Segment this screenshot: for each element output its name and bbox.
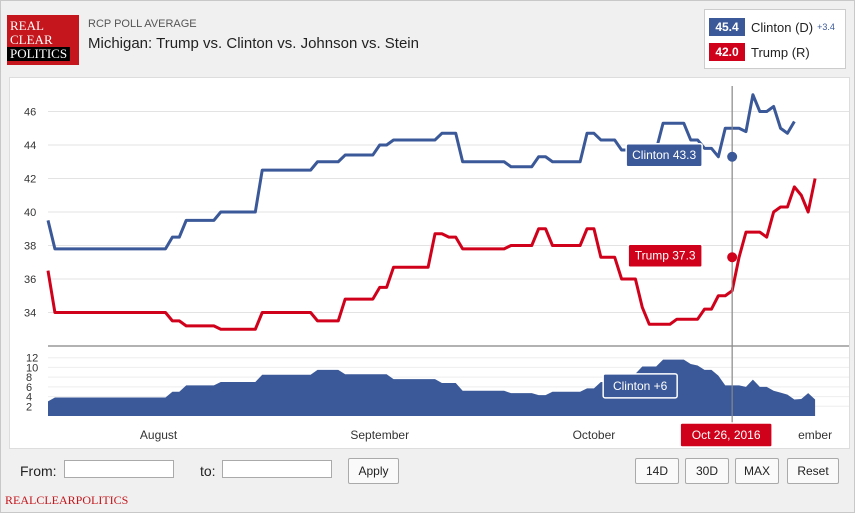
legend-clinton-name: Clinton (D) bbox=[751, 19, 814, 35]
main-y-tick: 42 bbox=[24, 174, 36, 186]
clinton-hover-label: Clinton 43.3 bbox=[632, 148, 696, 162]
legend-clinton-spread: +3.4 bbox=[817, 22, 835, 32]
trump-hover-label: Trump 37.3 bbox=[635, 249, 696, 263]
hover-date-label-bg bbox=[679, 422, 773, 448]
clinton-hover-point bbox=[727, 151, 738, 162]
reset-button[interactable]: Reset bbox=[787, 458, 839, 484]
main-y-tick: 40 bbox=[24, 207, 36, 219]
x-tick-label: August bbox=[140, 428, 178, 442]
apply-button[interactable]: Apply bbox=[348, 458, 399, 484]
spread-y-tick: 12 bbox=[26, 353, 38, 365]
clinton-line bbox=[46, 93, 796, 251]
trump-hover-point bbox=[727, 252, 738, 263]
main-y-tick: 36 bbox=[24, 274, 36, 286]
logo-line-1: REAL bbox=[10, 18, 44, 33]
chart-title: Michigan: Trump vs. Clinton vs. Johnson … bbox=[88, 35, 419, 52]
to-label: to: bbox=[200, 463, 216, 479]
spread-y-tick: 2 bbox=[26, 401, 32, 413]
hover-date-label: Oct 26, 2016 bbox=[692, 428, 761, 442]
trump-hover-label-bg bbox=[627, 243, 703, 268]
x-tick-label: ember bbox=[798, 428, 832, 442]
logo-line-2: CLEAR bbox=[10, 32, 53, 47]
main-y-tick: 38 bbox=[24, 241, 36, 253]
from-label: From: bbox=[20, 463, 57, 479]
spread-y-tick: 4 bbox=[26, 392, 32, 404]
legend-trump-name: Trump (R) bbox=[751, 44, 810, 60]
trump-line bbox=[46, 178, 817, 331]
x-tick-label: September bbox=[350, 428, 409, 442]
chart-area[interactable]: 34 36 38 40 42 44 46 2 4 6 8 10 12 August September Oct… bbox=[9, 77, 850, 449]
spread-hover-label: Clinton +6 bbox=[613, 379, 668, 393]
legend-clinton: 45.4 Clinton (D) +3.4 bbox=[709, 16, 835, 38]
rcp-logo: REAL CLEAR POLITICS bbox=[7, 15, 79, 65]
x-tick-label: October bbox=[573, 428, 616, 442]
range-30d-button[interactable]: 30D bbox=[685, 458, 729, 484]
spread-y-tick: 6 bbox=[26, 382, 32, 394]
main-y-tick: 34 bbox=[24, 308, 36, 320]
to-date-input[interactable] bbox=[222, 460, 332, 478]
legend-clinton-value: 45.4 bbox=[709, 18, 745, 36]
footer-brand: REALCLEARPOLITICS bbox=[5, 493, 129, 507]
main-y-tick: 46 bbox=[24, 107, 36, 119]
chart-kicker: RCP POLL AVERAGE bbox=[88, 18, 197, 30]
spread-y-tick: 10 bbox=[26, 362, 38, 374]
clinton-hover-label-bg bbox=[625, 142, 703, 168]
range-14d-button[interactable]: 14D bbox=[635, 458, 679, 484]
from-date-input[interactable] bbox=[64, 460, 174, 478]
range-max-button[interactable]: MAX bbox=[735, 458, 779, 484]
legend-trump: 42.0 Trump (R) bbox=[709, 41, 810, 63]
main-y-tick: 44 bbox=[24, 140, 36, 152]
spread-hover-label-bg bbox=[602, 373, 678, 399]
legend: 45.4 Clinton (D) +3.4 42.0 Trump (R) bbox=[704, 9, 846, 69]
spread-area bbox=[48, 359, 816, 416]
spread-y-tick: 8 bbox=[26, 372, 32, 384]
legend-trump-value: 42.0 bbox=[709, 43, 745, 61]
logo-line-3: POLITICS bbox=[7, 47, 71, 61]
